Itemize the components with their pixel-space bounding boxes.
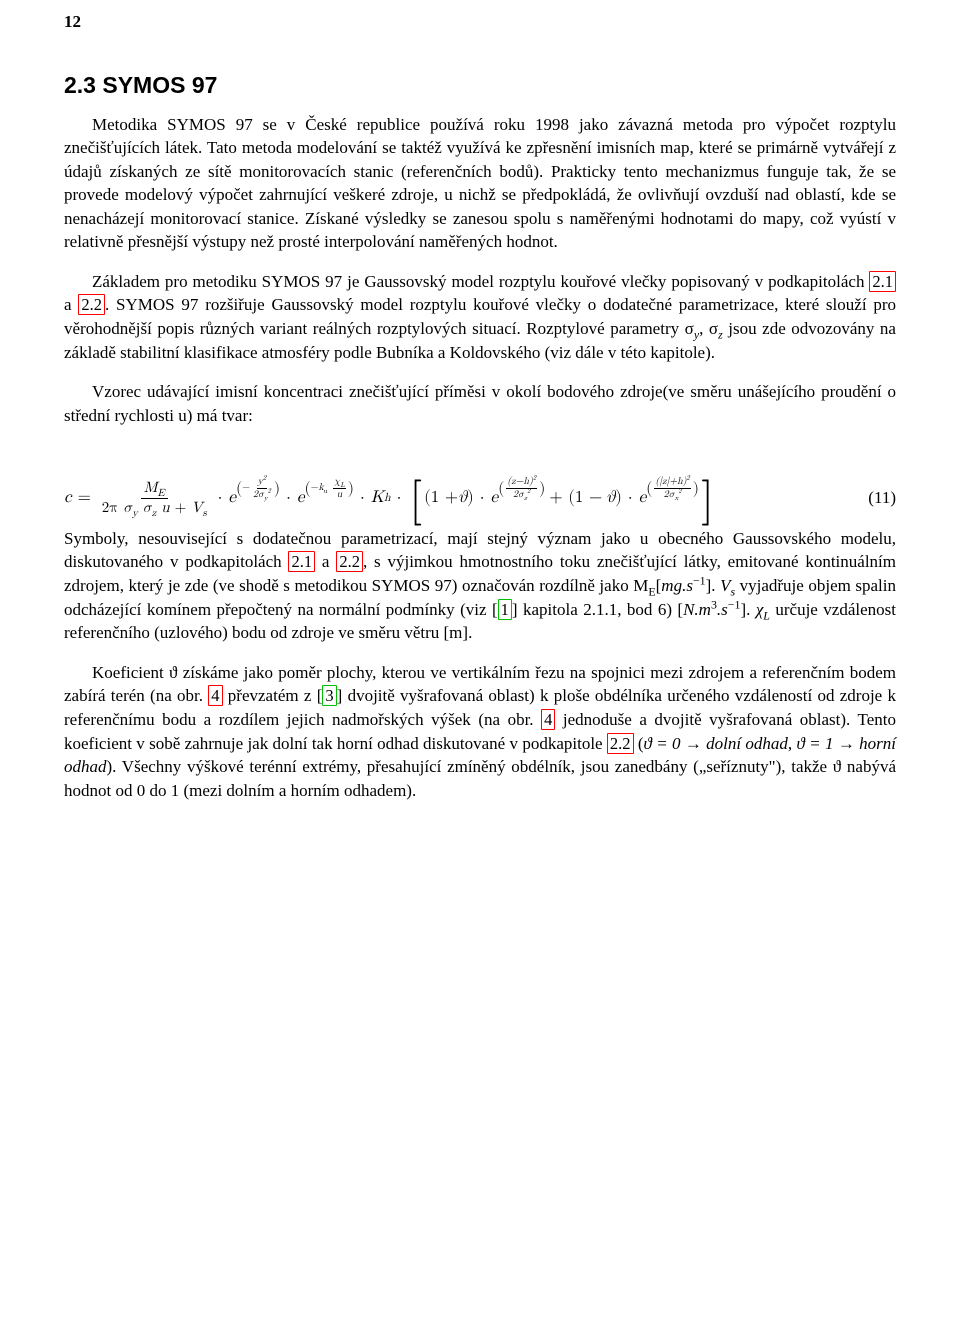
paragraph-4: Symboly, nesouvisející s dodatečnou para… xyxy=(64,527,896,645)
paragraph-1: Metodika SYMOS 97 se v České republice p… xyxy=(64,113,896,254)
exp-1: (−y22σy2) xyxy=(236,476,280,500)
ref-link-2.2-b[interactable]: 2.2 xyxy=(336,551,363,572)
exp-m1: −1 xyxy=(693,574,706,588)
unit-N: N.m xyxy=(683,600,711,619)
cite-link-3[interactable]: 3 xyxy=(322,685,336,706)
p5-text-e: ( xyxy=(634,734,644,753)
paragraph-2: Základem pro metodiku SYMOS 97 je Gausso… xyxy=(64,270,896,364)
ref-link-fig4[interactable]: 4 xyxy=(208,685,222,706)
exp-3: ((z−h)22σz2) xyxy=(498,476,545,500)
ref-link-2.2-c[interactable]: 2.2 xyxy=(607,733,634,754)
p4-text-h: ]. xyxy=(740,600,755,619)
dot-s: .s xyxy=(717,600,728,619)
Vs-V: V xyxy=(720,576,730,595)
ref-link-2.1-b[interactable]: 2.1 xyxy=(288,551,315,572)
p2-text-a: Základem pro metodiku SYMOS 97 je Gausso… xyxy=(92,272,869,291)
chi-sub-L: L xyxy=(763,608,770,622)
p2-text-b: a xyxy=(64,295,78,314)
p2-text-d: , σ xyxy=(699,319,718,338)
p4-text-b: a xyxy=(315,552,336,571)
p4-text-g: kapitola 2.1.1, bod 6) [ xyxy=(518,600,684,619)
document-page: 12 2.3 SYMOS 97 Metodika SYMOS 97 se v Č… xyxy=(0,0,960,1329)
paragraph-3: Vzorec udávající imisní koncentraci zneč… xyxy=(64,380,896,427)
equation-body: c = ME 2π σy σz u + Vs · e (−y22σy2) · e… xyxy=(64,475,848,521)
exp-m1-b: −1 xyxy=(728,597,741,611)
paragraph-5: Koeficient ϑ získáme jako poměr plochy, … xyxy=(64,661,896,803)
p4-close: ]. xyxy=(706,576,720,595)
page-number: 12 xyxy=(64,12,81,32)
exp-2: (−ku χLu) xyxy=(304,476,354,500)
ref-link-fig4-b[interactable]: 4 xyxy=(541,709,555,730)
equation-11: c = ME 2π σy σz u + Vs · e (−y22σy2) · e… xyxy=(64,475,896,521)
frac-1: ME 2π σy σz u + Vs xyxy=(99,480,210,516)
exp-4: ((|z|+h)22σx2) xyxy=(646,476,699,500)
unit-mgs: mg.s xyxy=(661,576,693,595)
ref-link-2.1[interactable]: 2.1 xyxy=(869,271,896,292)
section-heading: 2.3 SYMOS 97 xyxy=(64,72,896,99)
cite-link-1[interactable]: 1 xyxy=(498,599,512,620)
p5-text-f: ). Všechny výškové terénní extrémy, přes… xyxy=(64,757,896,799)
p5-text-b: převzatém z xyxy=(223,686,317,705)
M-sub-E: E xyxy=(648,585,655,599)
equation-number: (11) xyxy=(848,488,896,508)
ref-link-2.2[interactable]: 2.2 xyxy=(78,294,105,315)
